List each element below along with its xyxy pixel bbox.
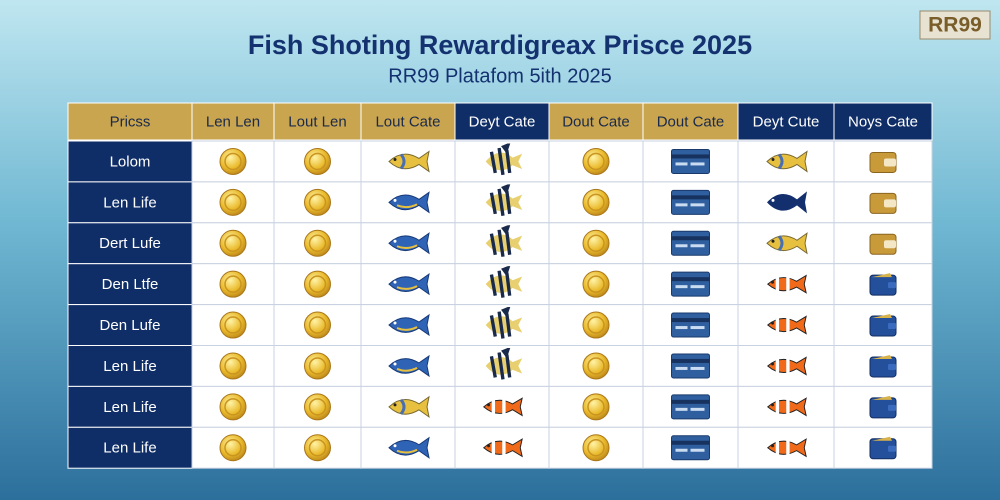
icon-coin bbox=[219, 229, 247, 257]
icon-gwallet bbox=[869, 233, 897, 255]
icon-coin bbox=[582, 147, 610, 176]
column-header bbox=[833, 102, 933, 141]
icon-coin bbox=[303, 311, 332, 339]
icon-coin bbox=[582, 393, 610, 421]
title: Fish Shoting Rewardigreax Prisce 2025 bbox=[248, 30, 752, 60]
row-header-text: Len Life bbox=[103, 440, 156, 457]
column-header-text: Lout Cate bbox=[375, 113, 440, 130]
column-header-text: Noys Cate bbox=[848, 113, 918, 130]
icon-bwallet bbox=[869, 354, 897, 378]
icon-card bbox=[671, 312, 710, 338]
column-header bbox=[454, 102, 550, 141]
icon-bwallet bbox=[869, 313, 897, 337]
row-header-text: Len Life bbox=[103, 194, 156, 211]
icon-card bbox=[671, 148, 710, 174]
icon-coin bbox=[303, 393, 332, 421]
icon-coin bbox=[219, 147, 247, 176]
logo: RR99 bbox=[928, 14, 982, 37]
icon-coin bbox=[219, 270, 247, 298]
column-header-text: Len Len bbox=[206, 113, 260, 130]
icon-card bbox=[671, 394, 710, 420]
column-header bbox=[548, 102, 644, 141]
icon-coin bbox=[219, 311, 247, 339]
subtitle: RR99 Platafom 5ith 2025 bbox=[388, 65, 611, 87]
icon-card bbox=[671, 189, 710, 215]
column-header-text: Lout Len bbox=[288, 113, 346, 130]
icon-coin bbox=[303, 434, 332, 462]
icon-coin bbox=[582, 434, 610, 462]
icon-gwallet bbox=[869, 192, 897, 214]
column-header-text: Pricss bbox=[110, 113, 151, 130]
column-header-text: Dout Cate bbox=[657, 113, 725, 130]
row-header-text: Dert Lufe bbox=[99, 235, 161, 252]
icon-card bbox=[671, 435, 710, 461]
icon-coin bbox=[219, 434, 247, 462]
icon-coin bbox=[303, 188, 332, 217]
icon-card bbox=[671, 230, 710, 256]
cell bbox=[833, 222, 933, 265]
icon-coin bbox=[219, 393, 247, 421]
icon-card bbox=[671, 271, 710, 297]
row-header bbox=[67, 263, 193, 306]
column-header bbox=[360, 102, 456, 141]
icon-bwallet bbox=[869, 436, 897, 460]
column-header bbox=[642, 102, 739, 141]
icon-coin bbox=[303, 229, 332, 257]
icon-coin bbox=[303, 352, 332, 380]
row-header-text: Den Lufe bbox=[100, 317, 161, 334]
cell bbox=[454, 263, 550, 306]
column-header bbox=[273, 102, 362, 141]
icon-coin bbox=[303, 147, 332, 176]
logo-box bbox=[919, 10, 991, 40]
row-header bbox=[67, 426, 193, 469]
icon-bwallet bbox=[869, 395, 897, 419]
row-header-text: Lolom bbox=[110, 153, 151, 170]
icon-coin bbox=[582, 229, 610, 257]
row-header-text: Den Ltfe bbox=[102, 276, 159, 293]
column-header-text: Deyt Cate bbox=[469, 113, 536, 130]
cell bbox=[833, 140, 933, 183]
icon-coin bbox=[219, 352, 247, 380]
icon-coin bbox=[582, 352, 610, 380]
row-header-text: Len Life bbox=[103, 399, 156, 416]
icon-coin bbox=[303, 270, 332, 298]
icon-bwallet bbox=[869, 272, 897, 296]
row-header-text: Len Life bbox=[103, 358, 156, 375]
icon-coin bbox=[582, 311, 610, 339]
icon-gwallet bbox=[869, 151, 897, 173]
column-header-text: Dout Cate bbox=[562, 113, 630, 130]
column-header bbox=[737, 102, 835, 141]
cell bbox=[191, 140, 275, 183]
row-header bbox=[67, 140, 193, 183]
row-header bbox=[67, 304, 193, 347]
icon-card bbox=[671, 353, 710, 379]
icon-coin bbox=[582, 270, 610, 298]
column-header-text: Deyt Cute bbox=[753, 113, 820, 130]
icon-coin bbox=[219, 188, 247, 217]
icon-coin bbox=[582, 188, 610, 217]
